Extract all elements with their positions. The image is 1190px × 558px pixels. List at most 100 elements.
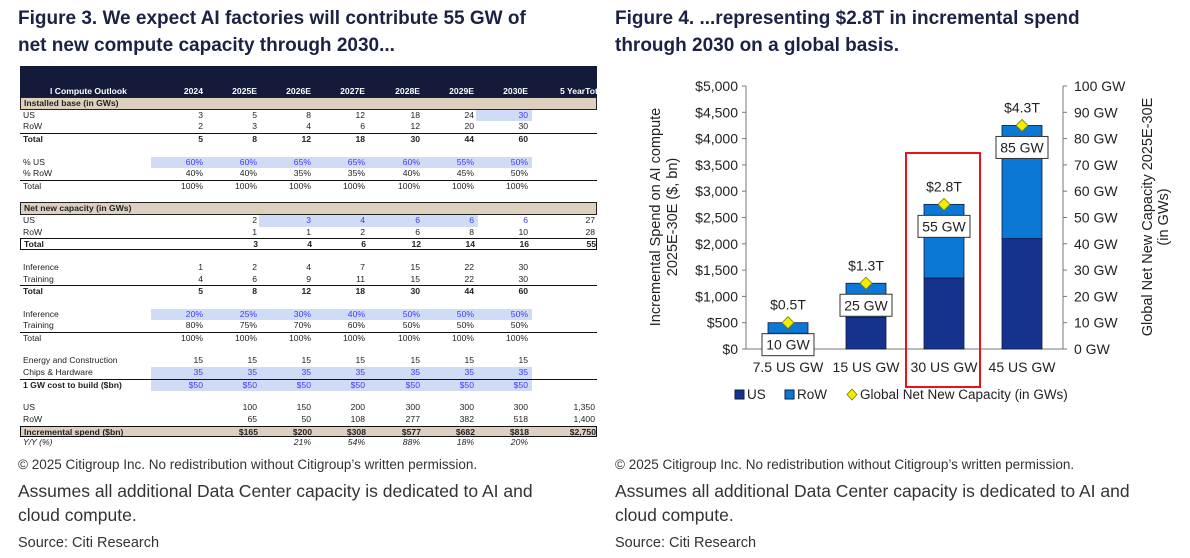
table-cell: 25% — [239, 308, 257, 319]
table-cell: 2 — [360, 226, 365, 237]
table-cell: 50% — [402, 308, 420, 319]
table-cell: 27 — [585, 215, 595, 225]
table-cell: 30% — [293, 308, 311, 319]
table-cell: 30 — [410, 286, 420, 297]
table-cell: 1 — [252, 226, 257, 237]
table-cell: $50 — [405, 379, 420, 390]
row-label: 1 GW cost to build ($bn) — [23, 379, 122, 390]
table-cell: 24 — [464, 109, 474, 120]
legend-us-swatch — [734, 389, 745, 400]
table-cell: 100% — [289, 180, 311, 191]
capacity-label: 10 GW — [766, 337, 810, 353]
bar-row-0 — [767, 322, 809, 334]
table-cell: 100% — [506, 333, 528, 343]
table-row: Total 5 8 12 18 30 44 60 — [20, 133, 597, 145]
table-cell: $682 — [455, 426, 475, 437]
table-cell: 150 — [296, 402, 311, 413]
bar-row-1 — [845, 282, 887, 318]
table-row: % US 60% 60% 65% 65% 60% 55% 50% — [20, 156, 597, 169]
capacity-diamond-marker — [859, 276, 873, 290]
y2-tick-label: 50 GW — [1074, 210, 1118, 226]
table-cell: 35 — [518, 367, 528, 378]
table-cell: 3 — [253, 239, 258, 250]
capacity-label: 85 GW — [1000, 139, 1044, 155]
table-cell: 277 — [405, 413, 420, 424]
table-cell: 50% — [456, 308, 474, 319]
table-cell: 30 — [410, 134, 420, 145]
row-label: Total — [23, 134, 43, 145]
table-cell: $50 — [513, 379, 528, 390]
row-label: % US — [23, 156, 45, 167]
y-tick-label: $4,000 — [695, 131, 738, 147]
table-row: 1 GW cost to build ($bn) $50 $50 $50 $50 $50 $… — [20, 378, 597, 392]
table-cell: 6 — [469, 215, 474, 225]
y-tick-label: $3,500 — [695, 157, 738, 173]
table-cell: 45% — [456, 168, 474, 179]
table-cell: 100 — [242, 402, 257, 413]
table-cell: 15 — [247, 355, 257, 366]
table-cell: $308 — [346, 426, 366, 437]
table-cell: 12 — [411, 239, 421, 250]
table-cell: 6 — [252, 273, 257, 284]
table-cell: 14 — [465, 239, 475, 250]
highlight-band — [151, 308, 532, 321]
table-cell: 15 — [464, 355, 474, 366]
table-cell: 5 — [198, 286, 203, 297]
table-cell: 6 — [361, 239, 366, 250]
table-cell: 35 — [355, 367, 365, 378]
table-cell: 382 — [459, 413, 474, 424]
table-cell: 10 — [518, 226, 528, 237]
table-spacer — [20, 297, 597, 309]
table-spacer — [20, 250, 597, 262]
table-cell: 300 — [513, 402, 528, 413]
table-cell: 7 — [360, 261, 365, 272]
table-cell: 100% — [181, 180, 203, 191]
table-cell: 12 — [301, 134, 311, 145]
table-cell: 30 — [518, 261, 528, 272]
table-cell: 100% — [398, 180, 420, 191]
row-label: Training — [23, 320, 54, 331]
table-cell: 3 — [252, 121, 257, 132]
highlight-band — [151, 367, 532, 379]
y-tick-label: $500 — [707, 315, 738, 331]
capacity-diamond-marker — [1015, 118, 1029, 133]
table-cell: 30 — [518, 121, 528, 132]
table-cell: 44 — [464, 134, 474, 145]
legend-row-label: RoW — [797, 387, 827, 402]
column-header: 2030E — [503, 86, 528, 96]
table-cell: 12 — [301, 286, 311, 297]
figure3-title: Figure 3. We expect AI factories will co… — [18, 5, 526, 59]
table-cell: 3 — [306, 215, 311, 225]
table-cell: 100% — [235, 333, 257, 343]
table-cell: 6 — [415, 226, 420, 237]
table-spacer — [20, 391, 597, 403]
row-label: US — [23, 402, 35, 413]
table-row: US 2 3 4 6 6 6 27 — [20, 215, 597, 227]
row-label: Chips & Hardware — [23, 367, 93, 378]
x-tick-label: 45 US GW — [989, 359, 1057, 375]
source: Source: Citi Research — [615, 535, 757, 551]
capacity-label-box — [839, 293, 893, 317]
highlight-band — [151, 156, 532, 169]
table-cell: 44 — [464, 286, 474, 297]
table-cell: 60% — [239, 156, 257, 167]
title-line: through 2030 on a global basis. — [615, 35, 899, 56]
capacity-label-box — [761, 333, 815, 357]
y2-tick-label: 90 GW — [1074, 104, 1118, 120]
bar-us-0 — [767, 332, 809, 350]
table-row: Inference 20% 25% 30% 40% 50% 50% 50% — [20, 308, 597, 321]
y2-tick-label: 20 GW — [1074, 288, 1118, 304]
table-row: RoW 2 3 4 6 12 20 30 — [20, 121, 597, 133]
table-cell: 35 — [410, 367, 420, 378]
y2-axis-title: Global Net New Capacity 2025E-30E — [1140, 97, 1156, 336]
capacity-diamond-marker — [781, 316, 795, 330]
table-cell: 100% — [289, 333, 311, 343]
table-cell: 35 — [301, 367, 311, 378]
table-cell: 21% — [293, 437, 311, 448]
row-label: Inference — [23, 261, 59, 272]
column-header: 2024 — [183, 86, 203, 96]
table-cell: 60 — [518, 134, 528, 145]
table-cell: 108 — [350, 413, 365, 424]
table-cell: 50% — [510, 168, 528, 179]
row-label: Inference — [23, 308, 59, 319]
